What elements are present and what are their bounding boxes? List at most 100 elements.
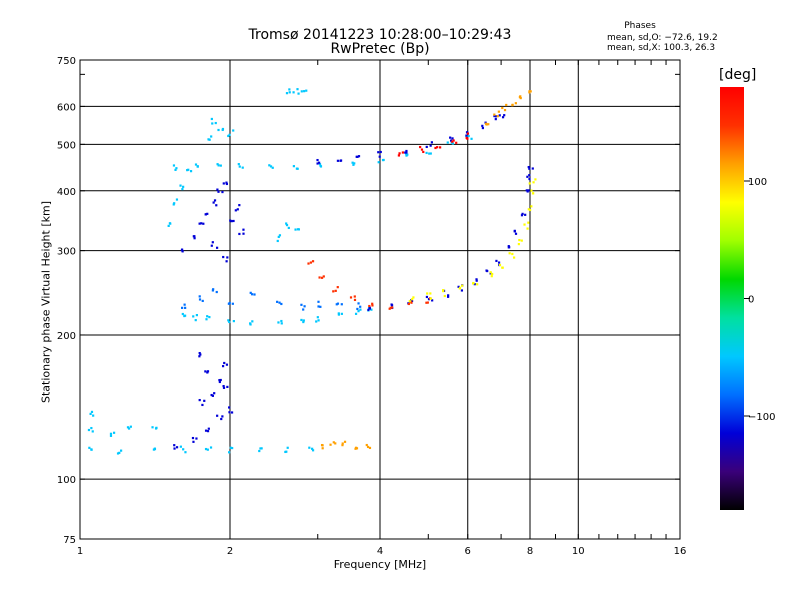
data-point <box>319 305 322 308</box>
data-point <box>302 308 305 311</box>
data-point <box>368 307 371 310</box>
data-point <box>501 116 505 119</box>
data-point <box>260 447 263 450</box>
x-tick-label: 8 <box>527 546 533 557</box>
data-point <box>234 209 237 212</box>
data-point <box>339 159 342 162</box>
data-point <box>127 427 131 430</box>
data-point <box>242 232 245 235</box>
data-point <box>251 320 254 323</box>
data-point <box>236 208 239 211</box>
data-point <box>368 446 372 450</box>
data-point <box>528 182 531 185</box>
data-point <box>317 305 320 308</box>
data-point <box>204 447 208 451</box>
data-point <box>514 102 517 105</box>
data-point <box>213 199 217 202</box>
data-point <box>517 242 520 246</box>
data-point <box>371 304 374 307</box>
data-point <box>470 137 473 140</box>
data-point <box>90 448 93 451</box>
data-point <box>349 296 353 299</box>
data-point <box>318 276 321 279</box>
data-point <box>411 298 414 301</box>
data-point <box>366 445 370 449</box>
data-point <box>288 91 291 94</box>
data-point <box>501 106 504 110</box>
data-point <box>368 304 371 308</box>
data-point <box>172 164 176 167</box>
data-point <box>258 449 261 453</box>
data-point <box>334 442 337 445</box>
data-point <box>206 448 209 451</box>
data-point <box>242 228 245 231</box>
data-point <box>447 294 450 297</box>
data-point <box>455 141 458 144</box>
data-point <box>449 136 452 139</box>
data-point <box>367 308 370 311</box>
data-point <box>173 447 176 450</box>
data-point <box>196 165 199 168</box>
data-point <box>192 235 195 238</box>
data-point <box>225 260 228 263</box>
data-point <box>484 121 487 124</box>
data-point <box>181 312 184 316</box>
data-point <box>315 320 318 323</box>
data-point <box>485 123 488 126</box>
data-point <box>109 432 113 435</box>
data-point <box>204 370 207 373</box>
data-point <box>425 145 428 149</box>
data-point <box>332 441 335 444</box>
data-point <box>278 234 282 237</box>
data-point <box>377 161 380 164</box>
data-point <box>225 182 229 186</box>
data-point <box>300 303 303 306</box>
data-point <box>221 128 224 132</box>
data-point <box>268 164 271 167</box>
data-point <box>335 303 338 306</box>
data-point <box>337 313 340 316</box>
data-point <box>498 114 501 117</box>
x-axis-label: Frequency [MHz] <box>333 558 427 571</box>
data-point <box>303 90 306 93</box>
data-point <box>198 351 201 355</box>
data-point <box>442 289 445 292</box>
data-point <box>329 443 332 446</box>
data-point <box>465 134 468 137</box>
data-point <box>458 286 462 289</box>
data-point <box>390 306 394 309</box>
data-point <box>219 164 222 167</box>
data-point <box>189 170 193 173</box>
y-tick-label: 100 <box>57 475 76 486</box>
data-point <box>419 145 422 149</box>
data-point <box>212 288 215 291</box>
data-point <box>311 260 315 263</box>
data-point <box>487 123 490 126</box>
data-point <box>211 241 214 244</box>
data-point <box>192 315 195 318</box>
data-point <box>503 108 507 112</box>
data-point <box>210 244 213 247</box>
data-point <box>218 380 221 384</box>
data-point <box>204 213 207 216</box>
data-point <box>216 188 219 191</box>
data-point <box>446 295 450 298</box>
data-point <box>311 447 314 450</box>
y-tick-label: 600 <box>57 102 76 113</box>
phase-stats-o: mean, sd,O: −72.6, 19.2 <box>607 33 718 43</box>
data-point <box>429 152 432 155</box>
x-tick-label: 10 <box>572 546 585 557</box>
data-point <box>214 121 217 125</box>
data-point <box>397 154 400 157</box>
data-point <box>407 302 410 306</box>
data-point <box>404 151 407 154</box>
data-point <box>219 378 222 382</box>
x-tick-label: 16 <box>674 546 687 557</box>
data-point <box>237 163 240 166</box>
data-point <box>481 126 484 130</box>
data-point <box>528 90 531 93</box>
data-point <box>296 88 299 91</box>
data-point <box>308 446 311 449</box>
data-point <box>230 411 234 414</box>
data-point <box>309 261 312 264</box>
